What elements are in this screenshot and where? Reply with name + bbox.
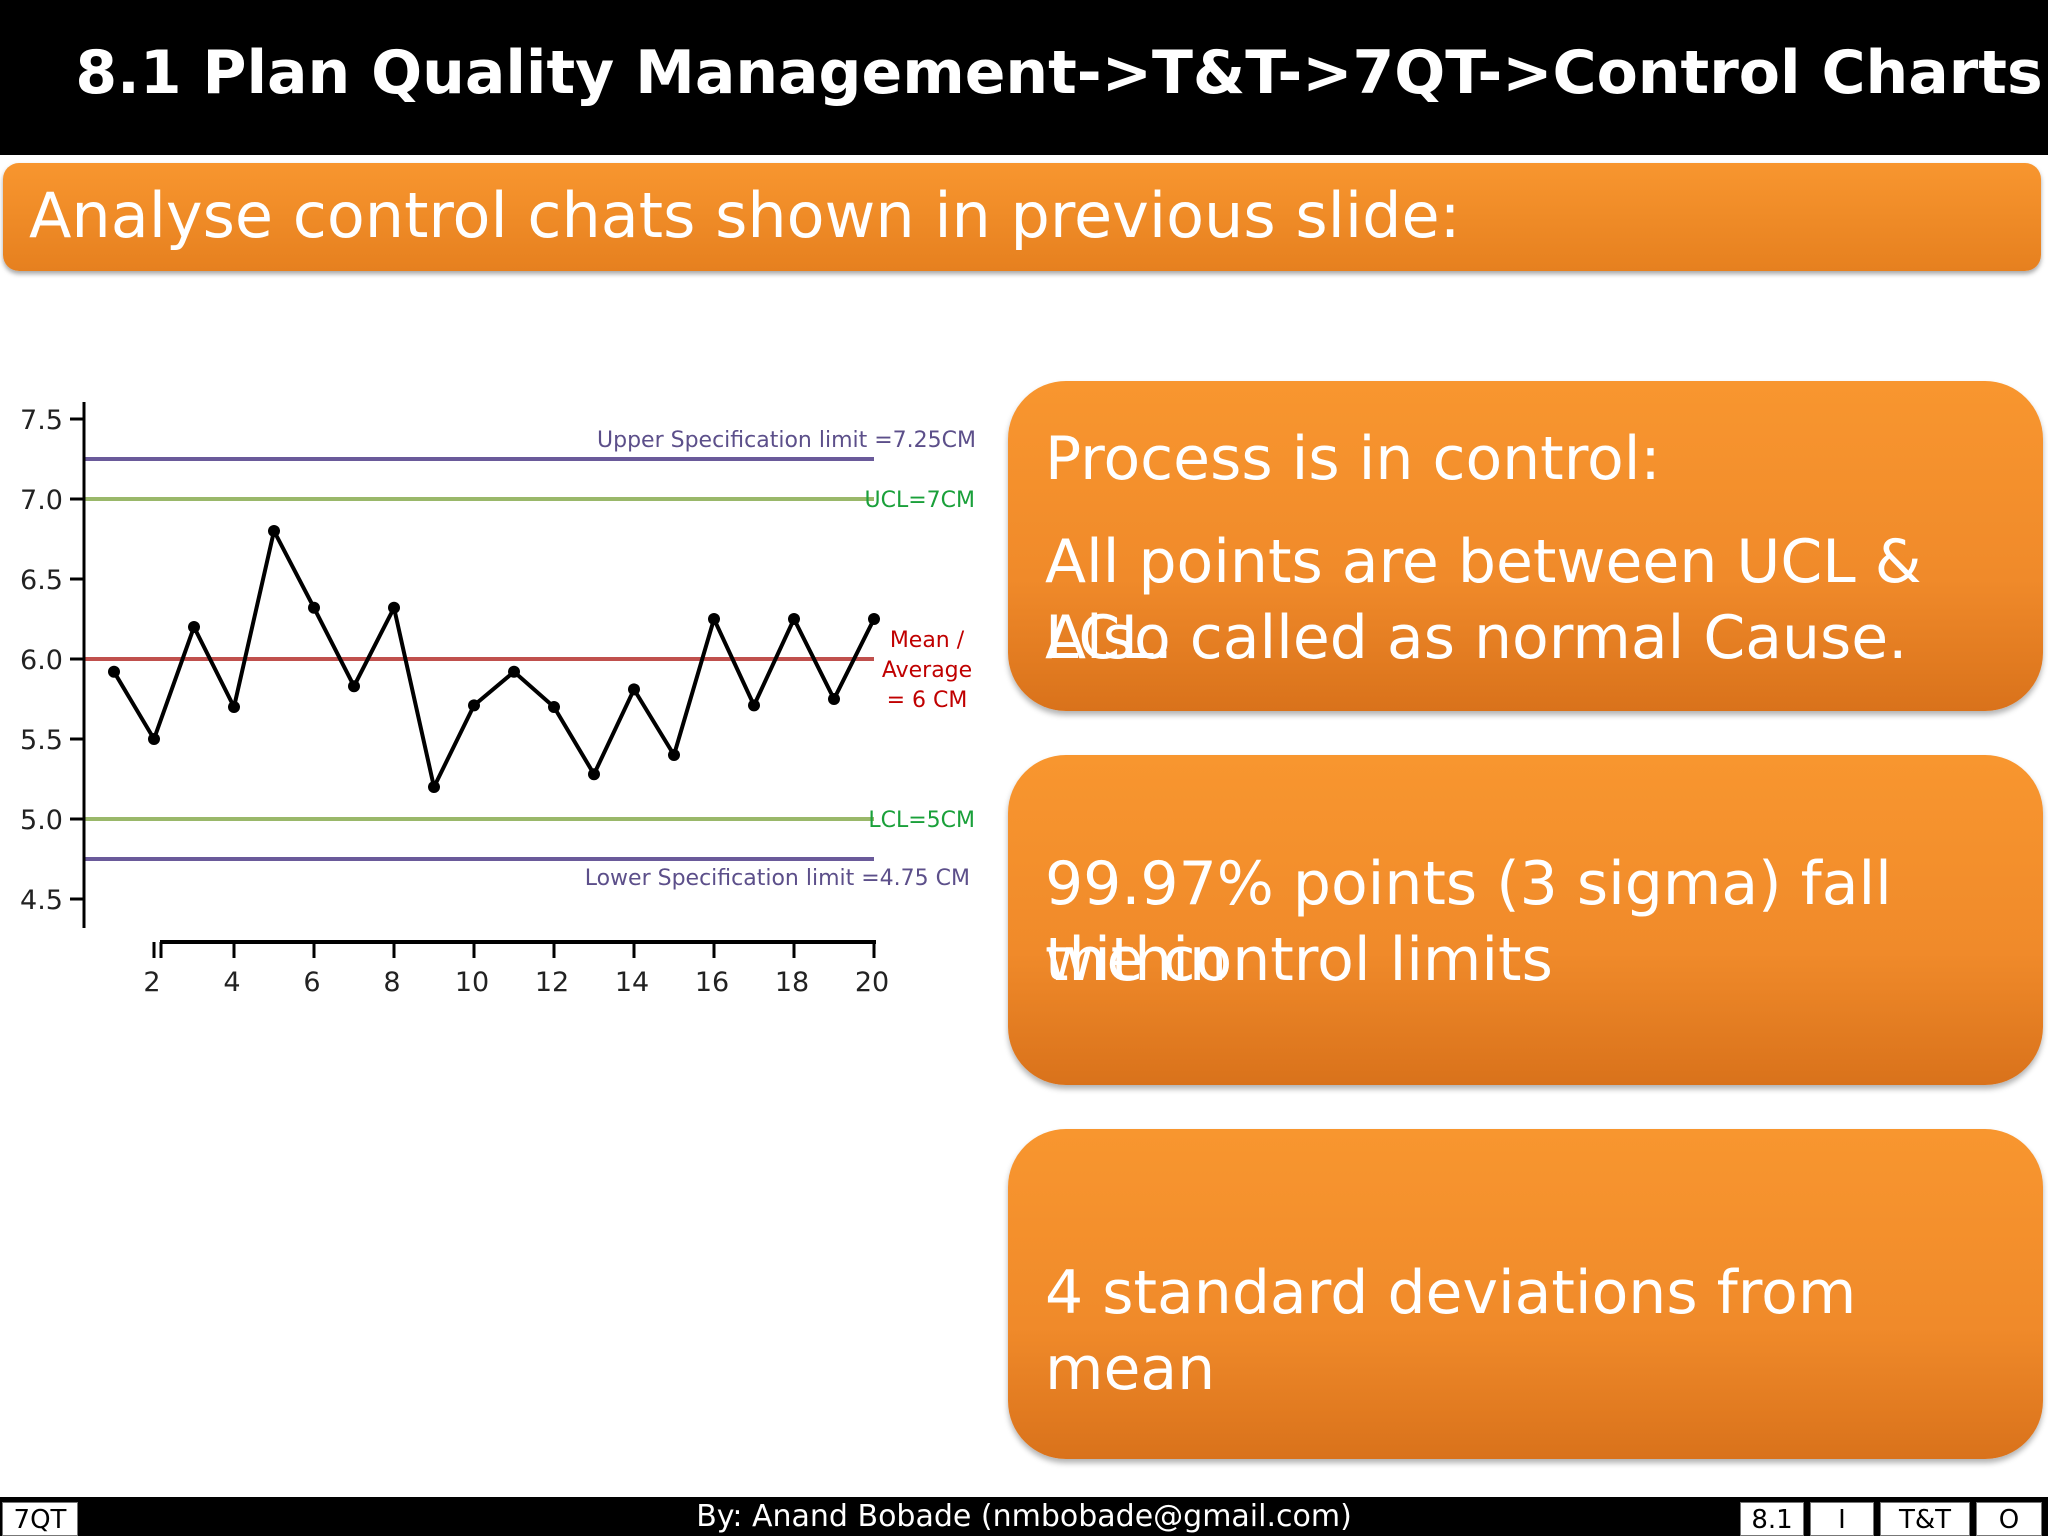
y-tick-label: 6.0 (20, 645, 63, 676)
data-point (788, 613, 800, 625)
data-point (148, 733, 160, 745)
data-point (228, 701, 240, 713)
data-point (188, 621, 200, 633)
footer-tab-7qt[interactable]: 7QT (2, 1502, 78, 1536)
data-point (748, 699, 760, 712)
box1-line3: Also called as normal Cause. (1045, 603, 1908, 673)
info-box-std-dev: 4 standard deviations from mean (1008, 1129, 2043, 1459)
slide-title: 8.1 Plan Quality Management->T&T->7QT->C… (75, 38, 2043, 108)
data-point (548, 701, 560, 713)
banner-text: Analyse control chats shown in previous … (29, 179, 1461, 252)
footer-tab-o[interactable]: O (1976, 1502, 2042, 1536)
data-point (708, 613, 720, 625)
x-tick-label: 10 (455, 967, 489, 998)
x-tick-label: 14 (615, 967, 649, 998)
lcl-label: LCL=5CM (868, 808, 975, 833)
data-point (388, 601, 400, 614)
footer-tab-tt[interactable]: T&T (1880, 1502, 1970, 1536)
y-tick-label: 7.0 (20, 485, 63, 516)
x-tick-label: 6 (303, 967, 320, 998)
data-point (628, 683, 640, 696)
y-tick-label: 6.5 (20, 565, 63, 596)
data-point (588, 768, 600, 781)
footer-tab-8-1[interactable]: 8.1 (1740, 1502, 1804, 1536)
y-tick-label: 5.0 (20, 805, 63, 836)
data-point (468, 699, 480, 712)
mean-label: = 6 CM (887, 688, 968, 713)
x-tick-label: 4 (223, 967, 240, 998)
footer-credit: By: Anand Bobade (nmbobade@gmail.com) (696, 1499, 1352, 1534)
box1-line2: All points are between UCL & LCL. (1045, 527, 1922, 673)
mean-label: Mean / (890, 628, 965, 653)
data-point (668, 749, 680, 761)
data-point (428, 781, 440, 793)
info-box-in-control: Process is in control: All points are be… (1008, 381, 2043, 711)
x-tick-label: 18 (775, 967, 809, 998)
data-point (508, 665, 520, 678)
data-point (268, 525, 280, 537)
x-tick-label: 20 (855, 967, 889, 998)
y-tick-label: 7.5 (20, 405, 63, 436)
x-tick-label: 8 (383, 967, 400, 998)
data-point (868, 613, 880, 625)
footer-bar: 7QT By: Anand Bobade (nmbobade@gmail.com… (0, 1497, 2048, 1536)
mean-label: Average (882, 658, 972, 683)
x-tick-label: 2 (143, 967, 160, 998)
box2-line1: 99.97% points (3 sigma) fall within (1045, 849, 1892, 995)
x-tick-label: 16 (695, 967, 729, 998)
data-point (108, 665, 120, 678)
box2-line2: the control limits (1045, 925, 1553, 995)
y-tick-label: 4.5 (20, 885, 63, 916)
data-point (308, 601, 320, 614)
title-bar: 8.1 Plan Quality Management->T&T->7QT->C… (0, 0, 2048, 155)
usl-label: Upper Specification limit =7.25CM (597, 428, 976, 453)
footer-tab-i[interactable]: I (1810, 1502, 1874, 1536)
box1-heading: Process is in control: (1045, 424, 1661, 494)
y-tick-label: 5.5 (20, 725, 63, 756)
data-point (348, 680, 360, 693)
ucl-label: UCL=7CM (865, 488, 976, 513)
x-tick-label: 12 (535, 967, 569, 998)
lsl-label: Lower Specification limit =4.75 CM (585, 866, 970, 891)
box3-line1: 4 standard deviations from mean (1045, 1258, 1857, 1404)
control-chart: 4.5 5.0 5.5 6.0 6.5 7.0 7.5 2 4 6 8 10 12 14 16 18 20 Upp… (20, 402, 976, 998)
data-series-line (112, 525, 876, 793)
subtitle-banner: Analyse control chats shown in previous … (3, 163, 2041, 271)
info-box-three-sigma: 99.97% points (3 sigma) fall within the … (1008, 755, 2043, 1085)
data-point (828, 693, 840, 705)
